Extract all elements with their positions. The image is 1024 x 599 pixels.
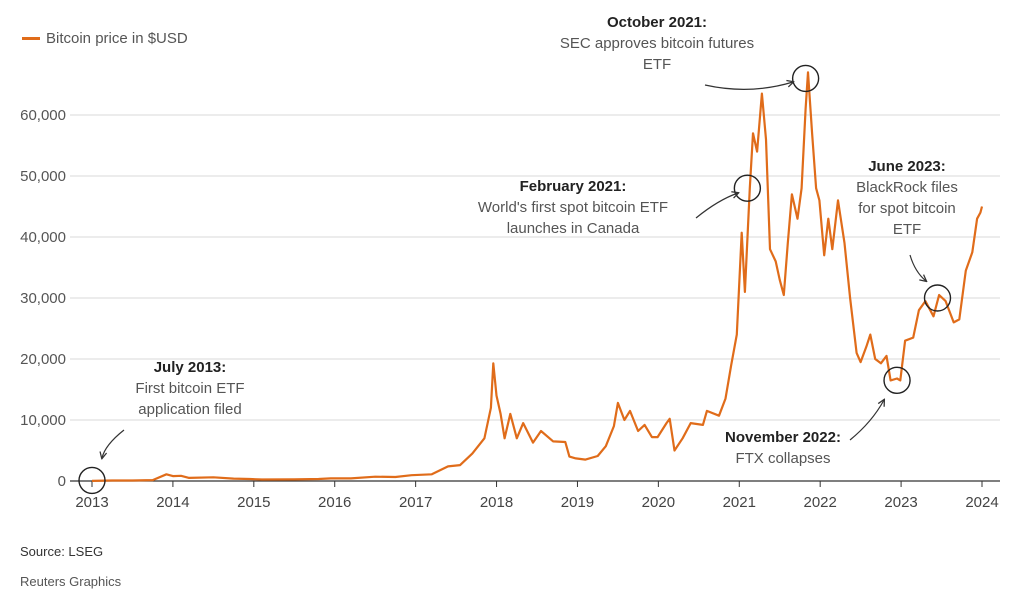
annotation: October 2021: SEC approves bitcoin future… [560, 14, 820, 93]
x-tick-label: 2019 [561, 494, 594, 511]
annotation-title: November 2022: [725, 429, 841, 446]
annotation-arrow [909, 254, 926, 281]
y-tick-label: 20,000 [20, 351, 66, 368]
annotation-text: First bitcoin ETF [135, 380, 244, 397]
legend-swatch [22, 37, 40, 40]
annotation-title: July 2013: [154, 359, 227, 376]
line-chart: 0 10,000 20,000 30,000 40,000 50,000 60,000 20… [20, 14, 1000, 511]
source-note: Source: LSEG [20, 544, 104, 559]
y-tick-label: 30,000 [20, 290, 66, 307]
annotation-arrow [704, 82, 793, 90]
annotation-circle [883, 366, 911, 395]
x-tick-label: 2018 [480, 494, 513, 511]
x-tick-label: 2013 [75, 494, 108, 511]
annotations: July 2013: First bitcoin ETF application f… [78, 14, 958, 495]
y-tick-label: 10,000 [20, 412, 66, 429]
y-tick-label: 40,000 [20, 229, 66, 246]
x-tick-label: 2015 [237, 494, 270, 511]
annotation-circle [923, 284, 952, 312]
annotation-title: June 2023: [868, 158, 946, 175]
annotation: February 2021: World's first spot bitcoin… [478, 174, 762, 237]
gridlines [70, 114, 1000, 482]
x-axis: 2013 2014 2015 2016 2017 2018 2019 2020 2021 2022… [75, 481, 999, 511]
annotation-arrow [849, 400, 884, 441]
annotation-title: February 2021: [520, 178, 627, 195]
annotation-arrow [102, 429, 125, 458]
legend: Bitcoin price in $USD [22, 30, 188, 47]
annotation-text: for spot bitcoin [858, 200, 956, 217]
x-tick-label: 2021 [723, 494, 756, 511]
annotation: June 2023: BlackRock files for spot bitcoi… [856, 158, 958, 312]
x-tick-label: 2023 [884, 494, 917, 511]
x-tick-label: 2020 [642, 494, 675, 511]
x-tick-label: 2014 [156, 494, 189, 511]
annotation-text: World's first spot bitcoin ETF [478, 199, 668, 216]
series-layer [91, 71, 984, 482]
y-tick-label: 60,000 [20, 107, 66, 124]
annotation-circle [78, 466, 106, 495]
annotation-title: October 2021: [607, 14, 707, 31]
credit-note: Reuters Graphics [20, 574, 122, 589]
annotation-text: ETF [643, 56, 671, 73]
annotation: July 2013: First bitcoin ETF application f… [78, 359, 245, 495]
annotation-circle [791, 64, 820, 93]
annotation-text: launches in Canada [507, 220, 640, 237]
legend-label: Bitcoin price in $USD [46, 30, 188, 47]
annotation-text: FTX collapses [735, 450, 830, 467]
annotation-text: application filed [138, 401, 241, 418]
annotation: November 2022: FTX collapses [725, 366, 911, 467]
y-axis: 0 10,000 20,000 30,000 40,000 50,000 60,000 [20, 107, 66, 490]
y-tick-label: 0 [58, 473, 66, 490]
annotation-text: SEC approves bitcoin futures [560, 35, 754, 52]
x-tick-label: 2022 [803, 494, 836, 511]
x-tick-label: 2017 [399, 494, 432, 511]
series-line [91, 71, 984, 482]
annotation-text: BlackRock files [856, 179, 958, 196]
annotation-text: ETF [893, 221, 921, 238]
x-tick-label: 2024 [965, 494, 998, 511]
annotation-circle [733, 174, 762, 202]
x-tick-label: 2016 [318, 494, 351, 511]
y-tick-label: 50,000 [20, 168, 66, 185]
annotation-arrow [695, 193, 738, 219]
